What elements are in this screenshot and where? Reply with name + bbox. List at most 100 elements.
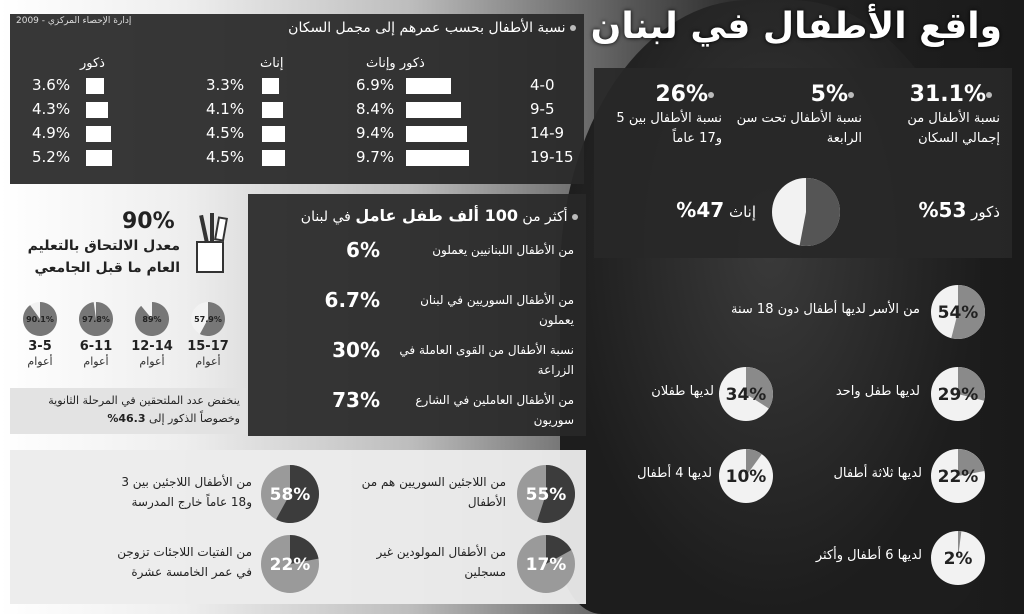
family-label: لديها 6 أطفال وأكثر: [815, 548, 922, 563]
total-value: 9.4%: [356, 124, 395, 142]
working-item-value: 6%: [346, 238, 380, 262]
family-pie-slice: [746, 367, 773, 409]
working-item-label: نسبة الأطفال من القوى العاملة في الزراعة: [399, 343, 574, 377]
male-stat: ذكور 53%: [918, 198, 1001, 222]
top-stat: 26% نسبة الأطفال بين 5 و17 عاماً: [594, 82, 722, 149]
pencil-cup-icon: [190, 213, 230, 273]
stats-panel: 31.1% نسبة الأطفال من إجمالي السكان 5% نسبة…: [594, 68, 1012, 258]
total-bar: [406, 150, 469, 166]
refugee-pie-value: 58%: [270, 485, 311, 505]
education-age-label: 12-14: [131, 339, 173, 354]
refugee-pie: 17%: [517, 535, 575, 593]
family-label: لديها ثلاثة أطفال: [833, 466, 922, 481]
education-note: ينخفض عدد الملتحقين في المرحلة الثانوية …: [10, 388, 246, 434]
education-label: معدل الالتحاق بالتعليم العام ما قبل الجا…: [27, 238, 180, 276]
top-stat: 5% نسبة الأطفال تحت سن الرابعة: [734, 82, 862, 149]
female-value: 4.5%: [206, 124, 245, 142]
education-pie: 90.1%: [23, 302, 57, 336]
total-bar: [406, 126, 467, 142]
male-value: 5.2%: [32, 148, 71, 166]
total-value: 6.9%: [356, 76, 395, 94]
age-group-label: 19-15: [530, 148, 574, 166]
family-pie: 2%: [931, 531, 985, 585]
total-bar: [406, 78, 451, 94]
education-age-unit: أعوام: [195, 355, 221, 368]
refugees-panel: 55% من اللاجئين السوريين هم من الأطفال 58%…: [10, 450, 586, 604]
working-item-label: من الأطفال اللبنانيين يعملون: [432, 243, 574, 257]
female-value: 3.3%: [206, 76, 245, 94]
refugee-label: من الفتيات اللاجئات تزوجن في عمر الخامسة…: [117, 545, 252, 579]
working-item-label: من الأطفال العاملين في الشارع سوريون: [415, 393, 574, 427]
family-pie-slice: [746, 449, 762, 476]
family-pie-value: 29%: [938, 385, 979, 405]
age-table-heading: نسبة الأطفال بحسب عمرهم إلى مجمل السكان: [288, 20, 576, 36]
top-stat-value: 26%: [594, 82, 722, 107]
top-stat-label: نسبة الأطفال تحت سن الرابعة: [736, 111, 862, 146]
working-heading: أكثر من 100 ألف طفل عامل في لبنان: [301, 206, 578, 225]
working-item-value: 6.7%: [324, 288, 380, 312]
education-pie: 57.9%: [191, 302, 225, 336]
bullet-icon: [708, 92, 714, 98]
bullet-icon: [986, 92, 992, 98]
working-item-value: 30%: [332, 338, 380, 362]
family-pie: 29%: [931, 367, 985, 421]
top-stat-label: نسبة الأطفال بين 5 و17 عاماً: [616, 111, 722, 146]
male-bar: [86, 102, 108, 118]
education-age-unit: أعوام: [139, 355, 165, 368]
family-pie-slice: [958, 449, 985, 476]
top-stat-value: 5%: [734, 82, 862, 107]
education-pie-value: 90.1%: [26, 315, 54, 324]
col-total-header: ذكور وإناث: [366, 56, 425, 71]
bullet-icon: [848, 92, 854, 98]
refugee-pie-slice: [276, 465, 319, 523]
top-stat: 31.1% نسبة الأطفال من إجمالي السكان: [872, 82, 1000, 149]
refugee-label: من اللاجئين السوريين هم من الأطفال: [361, 475, 506, 509]
education-value: 90%: [122, 209, 175, 234]
family-pie-value: 34%: [726, 385, 767, 405]
male-value: 4.9%: [32, 124, 71, 142]
education-age-unit: أعوام: [83, 355, 109, 368]
refugee-pie: 22%: [261, 535, 319, 593]
education-age-label: 15-17: [187, 339, 229, 354]
family-pie-value: 54%: [938, 303, 979, 323]
top-stat-label: نسبة الأطفال من إجمالي السكان: [907, 111, 1000, 146]
gender-pie-male-slice: [799, 178, 840, 246]
education-pie-value: 89%: [142, 315, 161, 324]
female-bar: [262, 126, 285, 142]
family-pie-slice: [958, 367, 985, 401]
refugee-pie-slice: [546, 535, 572, 564]
family-label: لديها 4 أطفال: [637, 466, 712, 481]
refugee-pie: 58%: [261, 465, 319, 523]
working-item-value: 73%: [332, 388, 380, 412]
family-pie: 10%: [719, 449, 773, 503]
male-value: 4.3%: [32, 100, 71, 118]
family-pie: 34%: [719, 367, 773, 421]
refugee-pie-value: 22%: [270, 555, 311, 575]
total-bar: [406, 102, 461, 118]
refugee-pie-value: 17%: [526, 555, 567, 575]
bullet-icon: [570, 25, 576, 31]
top-stat-value: 31.1%: [872, 82, 1000, 107]
education-block: 90% معدل الالتحاق بالتعليم العام ما قبل …: [10, 205, 244, 445]
education-pie-slice: [199, 302, 225, 336]
education-pie-value: 57.9%: [194, 315, 222, 324]
female-value: 4.5%: [206, 148, 245, 166]
female-bar: [262, 150, 285, 166]
family-label: لديها طفلان: [651, 384, 714, 399]
education-pie: 97.8%: [79, 302, 113, 336]
family-label: لديها طفل واحد: [835, 384, 920, 399]
male-bar: [86, 126, 111, 142]
family-pie-value: 10%: [726, 467, 767, 487]
working-item-label: من الأطفال السوريين في لبنان يعملون: [420, 293, 574, 327]
female-value: 4.1%: [206, 100, 245, 118]
working-children-panel: أكثر من 100 ألف طفل عامل في لبنان من الأ…: [248, 194, 586, 436]
family-pie-slice: [958, 531, 962, 558]
refugee-pie-value: 55%: [526, 485, 567, 505]
bullet-icon: [572, 214, 578, 220]
education-age-label: 6-11: [79, 339, 113, 354]
refugee-pie-slice: [290, 535, 319, 564]
family-pie: 54%: [931, 285, 985, 339]
education-pie-slice: [23, 302, 57, 336]
education-pie-value: 97.8%: [82, 315, 110, 324]
male-bar: [86, 78, 104, 94]
